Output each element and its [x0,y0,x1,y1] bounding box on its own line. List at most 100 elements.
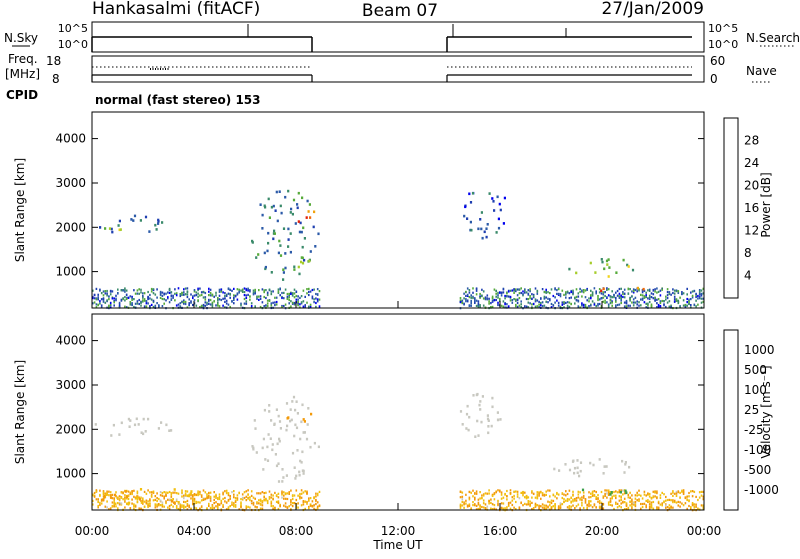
power-noise-cell [532,293,535,296]
power-noise-cell [133,305,135,309]
power-noise-cell [497,296,499,299]
vel-noise-cell [159,504,162,507]
vel-data-cell [94,423,97,426]
power-noise-cell [466,287,469,290]
vel-noise-cell [490,507,492,510]
vel-data-cell [294,423,297,427]
power-noise-cell [281,291,283,295]
vel-noise-cell [258,499,260,502]
vel-noise-cell [513,506,515,509]
vel-data-cell [116,496,119,500]
power-noise-cell [623,305,626,308]
vel-noise-cell [559,506,562,509]
vel-noise-cell [99,489,101,492]
power-noise-cell [611,301,613,304]
power-noise-cell [209,288,212,291]
power-noise-cell [611,290,613,293]
power-noise-cell [665,295,667,298]
power-data-cell [301,196,304,200]
vel-noise-cell [315,495,317,498]
vel-noise-cell [136,490,139,493]
power-noise-cell [620,299,622,302]
vel-noise-cell [288,492,290,495]
power-noise-cell [563,306,565,309]
vel-noise-cell [463,503,465,506]
vel-noise-cell [475,492,478,495]
vel-noise-cell [215,493,217,496]
vel-noise-cell [534,504,537,507]
power-noise-cell [193,289,196,292]
power-noise-cell [315,297,317,300]
vel-noise-cell [272,494,274,497]
power-noise-cell [224,294,226,297]
power-noise-cell [582,306,585,309]
power-data-cell [264,205,267,209]
power-data-cell [600,289,603,293]
vel-noise-cell [672,506,674,509]
power-noise-cell [159,293,162,296]
vel-noise-cell [682,504,685,507]
vel-noise-cell [208,491,210,495]
vel-noise-cell [695,503,697,506]
vel-noise-cell [665,499,667,502]
power-noise-cell [243,294,246,297]
power-noise-cell [470,304,472,307]
power-noise-cell [147,302,149,305]
power-noise-cell [158,305,160,308]
power-noise-cell [598,298,601,301]
vel-noise-cell [316,501,319,504]
vel-noise-cell [493,507,496,510]
colorbar-tick-label: 100 [744,383,767,397]
vel-noise-cell [670,492,672,495]
power-noise-cell [615,304,617,307]
power-noise-cell [538,306,540,309]
power-noise-cell [209,291,212,295]
vel-noise-cell [593,504,596,507]
vel-noise-cell [192,494,194,497]
vel-data-cell [251,445,254,448]
power-noise-cell [529,288,531,291]
power-data-cell [470,228,473,232]
vel-noise-cell [208,504,210,507]
vel-noise-cell [240,501,242,504]
power-noise-cell [495,298,497,302]
vel-noise-cell [168,498,171,501]
power-noise-cell [472,287,474,290]
vel-noise-cell [641,505,644,509]
vel-noise-cell [616,502,619,505]
power-noise-cell [270,302,273,305]
power-noise-cell [183,300,185,304]
power-data-cell [257,253,260,256]
power-noise-cell [106,292,108,295]
vel-noise-cell [527,496,530,499]
vel-noise-cell [300,504,303,507]
power-noise-cell [318,298,321,301]
power-noise-cell [122,297,124,300]
power-data-cell [485,235,488,239]
nsky-tick-right-low: 10^0 [708,38,738,51]
power-noise-cell [154,304,157,307]
power-noise-cell [106,289,108,293]
vel-noise-cell [577,493,580,496]
power-noise-cell [559,293,562,296]
vel-noise-cell [511,499,514,502]
power-noise-cell [225,294,228,297]
vel-noise-cell [588,500,590,503]
power-noise-cell [606,288,608,291]
vel-data-cell [478,403,481,407]
power-noise-cell [259,305,262,309]
power-noise-cell [575,288,578,291]
power-noise-cell [670,293,672,296]
vel-noise-cell [124,496,126,499]
vel-data-cell [305,437,309,441]
power-noise-cell [204,298,207,301]
vel-noise-cell [543,508,546,511]
vel-data-cell [110,434,113,437]
power-noise-cell [486,294,489,297]
vel-noise-cell [124,506,126,509]
vel-noise-cell [233,505,235,508]
vel-noise-cell [225,501,228,504]
power-noise-cell [499,299,501,302]
vel-noise-cell [224,496,226,500]
vel-noise-cell [579,507,581,510]
